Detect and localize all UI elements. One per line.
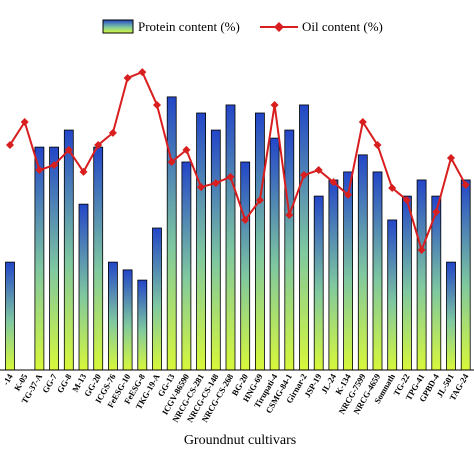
marker xyxy=(329,178,338,187)
bar xyxy=(5,261,15,371)
marker xyxy=(197,183,206,192)
x-axis-title: Groundnut cultivars xyxy=(184,433,296,448)
bar xyxy=(269,137,280,371)
marker xyxy=(255,196,264,205)
marker xyxy=(300,171,308,180)
bar xyxy=(446,261,456,371)
bar xyxy=(416,179,427,371)
marker xyxy=(6,140,14,149)
marker xyxy=(167,157,176,166)
bar xyxy=(49,146,59,371)
marker xyxy=(388,184,397,193)
bar xyxy=(166,96,177,371)
marker xyxy=(402,196,411,205)
marker xyxy=(417,246,426,255)
bar xyxy=(152,227,162,371)
marker xyxy=(285,211,294,219)
bar xyxy=(372,171,383,371)
marker xyxy=(94,140,103,149)
line xyxy=(9,70,467,254)
bar xyxy=(63,129,74,371)
marker xyxy=(20,118,29,126)
legend-marker xyxy=(274,22,284,32)
legend-label: Oil content (%) xyxy=(302,19,383,34)
bar xyxy=(254,112,265,371)
marker xyxy=(153,100,161,109)
marker xyxy=(64,145,73,154)
bar xyxy=(357,154,368,371)
marker xyxy=(50,161,59,170)
bar xyxy=(299,104,309,371)
marker xyxy=(447,153,455,162)
legend-label: Protein content (%) xyxy=(138,19,240,34)
bar xyxy=(313,195,324,371)
bar xyxy=(401,195,412,371)
marker xyxy=(358,118,367,126)
marker xyxy=(344,190,353,199)
marker xyxy=(314,166,323,175)
marker xyxy=(241,215,250,224)
bar xyxy=(387,219,398,371)
marker xyxy=(79,167,88,176)
marker xyxy=(138,68,147,77)
marker xyxy=(432,207,441,216)
bar xyxy=(137,279,148,371)
bar xyxy=(284,129,295,371)
bar xyxy=(78,203,89,371)
bar xyxy=(343,171,354,371)
bar xyxy=(240,161,251,371)
marker xyxy=(270,100,279,109)
marker xyxy=(373,140,382,149)
marker xyxy=(108,128,117,137)
x-tick-label: GG-8 xyxy=(55,372,74,395)
bar xyxy=(122,269,133,371)
marker xyxy=(226,172,235,181)
marker xyxy=(211,179,220,188)
marker xyxy=(123,73,132,82)
bar xyxy=(196,112,207,371)
legend-bar-swatch xyxy=(102,19,134,34)
bar xyxy=(225,104,236,371)
marker xyxy=(461,180,470,189)
bar xyxy=(460,179,471,371)
bar xyxy=(108,261,118,371)
bar xyxy=(210,129,221,371)
marker xyxy=(35,166,44,175)
bar xyxy=(93,146,104,371)
bar xyxy=(34,146,45,371)
bar xyxy=(181,161,192,371)
marker xyxy=(182,145,191,154)
bar xyxy=(328,179,339,371)
